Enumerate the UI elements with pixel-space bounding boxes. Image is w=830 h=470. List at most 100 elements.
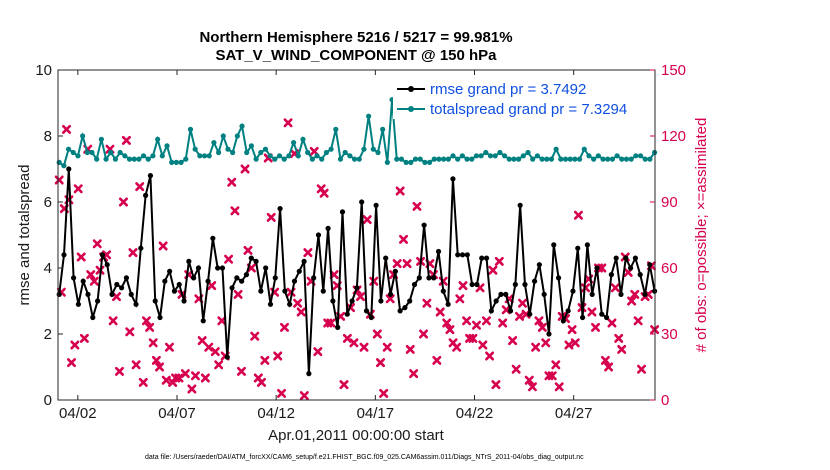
- rmse-point: [531, 278, 538, 284]
- obs-marker: [547, 371, 557, 381]
- rmse-point: [637, 272, 643, 278]
- rmse-point: [85, 291, 91, 297]
- obs-marker: [590, 322, 600, 332]
- rmse-point: [291, 278, 298, 284]
- obs-marker: [392, 259, 402, 269]
- obs-marker: [614, 333, 624, 343]
- rmse-point: [416, 275, 422, 281]
- totalspread-point: [272, 156, 278, 162]
- totalspread-point: [56, 159, 62, 165]
- obs-marker: [240, 164, 250, 174]
- totalspread-point: [530, 156, 536, 162]
- obs-marker: [422, 298, 432, 308]
- left-tick-label: 4: [44, 260, 52, 277]
- rmse-point: [219, 265, 226, 271]
- obs-marker: [89, 276, 99, 286]
- right-axis-ticks: 0 30 60 90 120 150: [650, 62, 686, 409]
- totalspread-point: [441, 156, 447, 162]
- totalspread-point: [581, 146, 587, 152]
- totalspread-point: [576, 156, 583, 162]
- totalspread-point: [248, 143, 255, 149]
- obs-marker: [138, 377, 148, 387]
- obs-marker: [362, 215, 372, 225]
- rmse-point: [349, 298, 355, 304]
- rmse-point: [488, 308, 494, 314]
- totalspread-point: [239, 123, 245, 129]
- totalspread-point: [567, 156, 573, 162]
- obs-marker: [339, 380, 349, 390]
- rmse-point: [95, 298, 101, 304]
- totalspread-point: [605, 156, 611, 162]
- obs-marker: [62, 124, 72, 134]
- totalspread-point: [623, 156, 630, 162]
- x-tick-label: 04/17: [357, 405, 395, 422]
- rmse-point: [248, 255, 254, 261]
- totalspread-point: [351, 156, 358, 162]
- totalspread-point: [215, 149, 222, 156]
- totalspread-point: [450, 153, 456, 159]
- obs-marker: [471, 320, 481, 330]
- totalspread-point: [295, 153, 301, 159]
- rmse-point: [306, 371, 312, 377]
- rmse-point: [555, 275, 562, 281]
- obs-marker: [114, 366, 124, 376]
- rmse-point: [320, 288, 326, 294]
- obs-marker: [266, 212, 276, 222]
- rmse-point: [594, 265, 600, 271]
- rmse-point: [128, 291, 134, 297]
- totalspread-point: [262, 146, 269, 152]
- totalspread-point: [492, 153, 498, 159]
- totalspread-point: [112, 156, 119, 162]
- legend-marker-totalspread: [408, 106, 414, 112]
- rmse-point: [392, 268, 398, 274]
- obs-marker: [118, 197, 128, 207]
- obs-marker: [372, 329, 382, 339]
- obs-marker: [217, 316, 227, 326]
- totalspread-point: [600, 156, 606, 162]
- totalspread-point: [619, 156, 625, 162]
- x-tick-label: 04/22: [456, 405, 494, 422]
- rmse-point: [359, 199, 365, 205]
- totalspread-point: [403, 159, 409, 165]
- totalspread-point: [253, 156, 259, 162]
- obs-marker: [349, 338, 359, 348]
- totalspread-point: [464, 156, 470, 162]
- left-tick-label: 6: [44, 194, 52, 211]
- totalspread-point: [117, 149, 123, 156]
- obs-marker: [382, 342, 392, 352]
- rmse-point: [267, 301, 274, 307]
- rmse-point: [147, 173, 154, 179]
- totalspread-point: [183, 156, 189, 162]
- obs-marker: [541, 338, 551, 348]
- obs-marker: [207, 281, 217, 291]
- totalspread-point: [178, 159, 184, 165]
- obs-marker: [125, 327, 135, 337]
- y-axis-label-right: # of obs: o=possible; ×=assimilated: [693, 118, 710, 353]
- obs-marker: [442, 318, 452, 328]
- totalspread-point: [164, 143, 170, 149]
- totalspread-point: [230, 149, 236, 156]
- rmse-point: [176, 281, 182, 288]
- rmse-point: [603, 314, 610, 321]
- totalspread-point: [173, 159, 179, 165]
- totalspread-point: [131, 156, 137, 162]
- rmse-point: [479, 255, 485, 261]
- rmse-point: [119, 285, 125, 291]
- rmse-point: [171, 288, 178, 294]
- rmse-point: [114, 281, 120, 288]
- totalspread-point: [220, 133, 226, 139]
- rmse-point: [623, 255, 629, 261]
- rmse-point: [296, 268, 302, 274]
- rmse-point: [450, 176, 456, 182]
- obs-marker: [567, 325, 577, 335]
- totalspread-point: [70, 149, 76, 156]
- rmse-point: [522, 281, 528, 288]
- totalspread-point: [197, 153, 203, 159]
- rmse-point: [483, 255, 490, 261]
- obs-marker: [405, 344, 415, 354]
- rmse-point: [311, 275, 317, 281]
- series-lines: [56, 97, 658, 377]
- obs-marker: [359, 342, 369, 352]
- obs-marker: [214, 360, 224, 370]
- totalspread-point: [276, 153, 283, 159]
